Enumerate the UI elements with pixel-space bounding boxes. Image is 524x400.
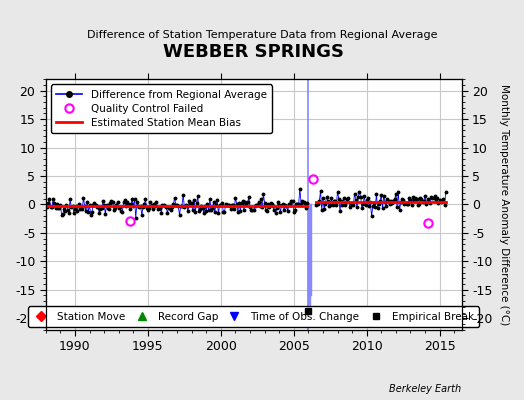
Text: Difference of Station Temperature Data from Regional Average: Difference of Station Temperature Data f… xyxy=(87,30,437,40)
Legend: Station Move, Record Gap, Time of Obs. Change, Empirical Break: Station Move, Record Gap, Time of Obs. C… xyxy=(28,306,479,327)
Y-axis label: Monthly Temperature Anomaly Difference (°C): Monthly Temperature Anomaly Difference (… xyxy=(499,84,509,325)
Title: WEBBER SPRINGS: WEBBER SPRINGS xyxy=(163,43,344,61)
Text: Berkeley Earth: Berkeley Earth xyxy=(389,384,461,394)
